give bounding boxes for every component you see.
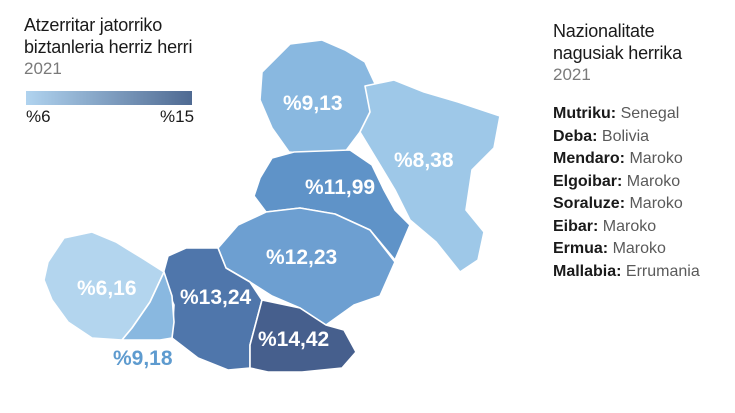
town-name: Mutriku: — [553, 105, 617, 122]
country-name: Maroko — [626, 172, 681, 190]
country-name: Maroko — [629, 195, 683, 212]
legend-max-label: %15 — [160, 107, 195, 126]
nationality-row: Mendaro: Maroko — [553, 148, 733, 171]
nationality-row: Mallabia: Errumania — [553, 261, 733, 284]
country-name: Senegal — [620, 105, 680, 122]
region-label-9-18: %9,18 — [113, 347, 173, 370]
country-name: Maroko — [612, 240, 666, 257]
left-title-line-1: Atzerritar jatorriko — [24, 15, 163, 35]
nationality-row: Elgoibar: Maroko — [553, 171, 733, 194]
country-name: Errumania — [625, 262, 700, 280]
country-name: Maroko — [629, 150, 683, 167]
nationality-row: Deba: Bolivia — [553, 126, 733, 149]
town-name: Elgoibar: — [553, 172, 623, 190]
region-label-9-13: %9,13 — [283, 92, 343, 115]
right-title-line-1: Nazionalitate — [553, 21, 655, 41]
right-year: 2021 — [553, 65, 591, 84]
region-label-6-16: %6,16 — [77, 277, 137, 300]
town-name: Eibar: — [553, 217, 599, 235]
town-name: Mallabia: — [553, 262, 622, 280]
region-8-38 — [359, 79, 501, 273]
region-9-18 — [121, 271, 175, 341]
color-legend-bar — [26, 91, 192, 105]
left-title-block: Atzerritar jatorriko biztanleria herriz … — [24, 14, 244, 79]
town-name: Mendaro: — [553, 150, 625, 167]
nationality-row: Mutriku: Senegal — [553, 103, 733, 126]
left-year: 2021 — [24, 59, 62, 78]
region-label-11-99: %11,99 — [305, 176, 375, 199]
region-label-13-24: %13,24 — [180, 286, 252, 309]
nationality-row: Ermua: Maroko — [553, 238, 733, 261]
nationality-row: Soraluze: Maroko — [553, 193, 733, 216]
region-label-8-38: %8,38 — [394, 149, 454, 172]
nationality-panel: Nazionalitate nagusiak herrika 2021 Mutr… — [553, 20, 733, 283]
region-label-14-42: %14,42 — [258, 328, 329, 351]
right-title-line-2: nagusiak herrika — [553, 43, 682, 63]
region-14-42 — [249, 299, 357, 373]
region-11-99 — [253, 149, 411, 261]
nationality-row: Eibar: Maroko — [553, 216, 733, 239]
left-title-line-2: biztanleria herriz herri — [24, 37, 193, 57]
country-name: Bolivia — [601, 127, 650, 145]
legend-min-label: %6 — [26, 107, 51, 126]
town-name: Ermua: — [553, 240, 609, 257]
country-name: Maroko — [602, 217, 657, 235]
nationality-list: Mutriku: Senegal Deba: Bolivia Mendaro: … — [553, 103, 733, 283]
town-name: Soraluze: — [553, 195, 626, 212]
town-name: Deba: — [553, 127, 598, 145]
region-label-12-23: %12,23 — [266, 246, 337, 269]
